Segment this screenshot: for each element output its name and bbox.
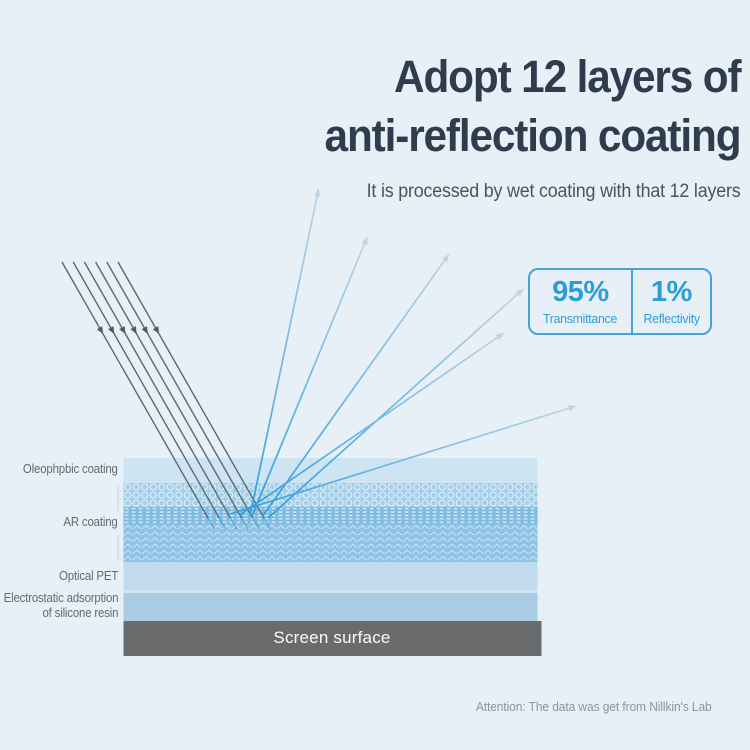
page-title: Adopt 12 layers of anti-reflection coatin…: [324, 47, 742, 165]
layer-stack: [116, 458, 542, 656]
label-optical-pet: Optical PET: [58, 568, 118, 583]
screen-surface-bar: [123, 621, 542, 656]
reflectivity-value: 1%: [650, 275, 692, 308]
ar-bracket-top: [116, 485, 120, 511]
title-line-1: Adopt 12 layers of: [393, 51, 742, 102]
label-esd-line-2: of silicone resin: [42, 605, 118, 620]
title-line-2: anti-reflection coating: [324, 110, 741, 161]
transmittance-label: Transmittance: [543, 310, 618, 326]
label-oleophobic-coating: Oleophpbic coating: [23, 461, 118, 476]
layer-separator: [123, 590, 538, 593]
refracted-ray-stubs: [207, 517, 272, 530]
screen-surface-label: Screen surface: [273, 628, 391, 647]
stat-reflectivity: 1% Reflectivity: [633, 270, 710, 333]
layer-ar-chevron: [123, 524, 538, 562]
label-esd-line-1: Electrostatic adsorption: [3, 590, 118, 605]
layer-ar-dashes: [123, 507, 538, 524]
dispersed-ray-arrowheads: [314, 188, 577, 412]
label-electrostatic-adsorption: Electrostatic adsorption of silicone res…: [3, 590, 118, 620]
dispersed-rays: [229, 191, 574, 519]
page-subtitle: It is processed by wet coating with that…: [366, 181, 740, 202]
attention-note: Attention: The data was get from Nillkin…: [476, 700, 712, 714]
layer-ar-circles: [123, 483, 538, 507]
incident-rays: [61, 261, 265, 519]
reflectivity-label: Reflectivity: [643, 310, 700, 326]
stat-transmittance: 95% Transmittance: [530, 270, 631, 333]
layer-electrostatic-adsorption: [123, 593, 538, 621]
transmittance-value: 95%: [552, 275, 609, 308]
layer-optical-pet: [123, 562, 538, 590]
ar-bracket-bottom: [116, 535, 120, 561]
stats-box: 95% Transmittance 1% Reflectivity: [528, 268, 712, 335]
stats-divider: [630, 270, 633, 333]
header: Adopt 12 layers of anti-reflection coatin…: [324, 47, 742, 203]
label-ar-coating: AR coating: [63, 514, 118, 529]
incident-ray-arrowheads: [96, 326, 160, 335]
